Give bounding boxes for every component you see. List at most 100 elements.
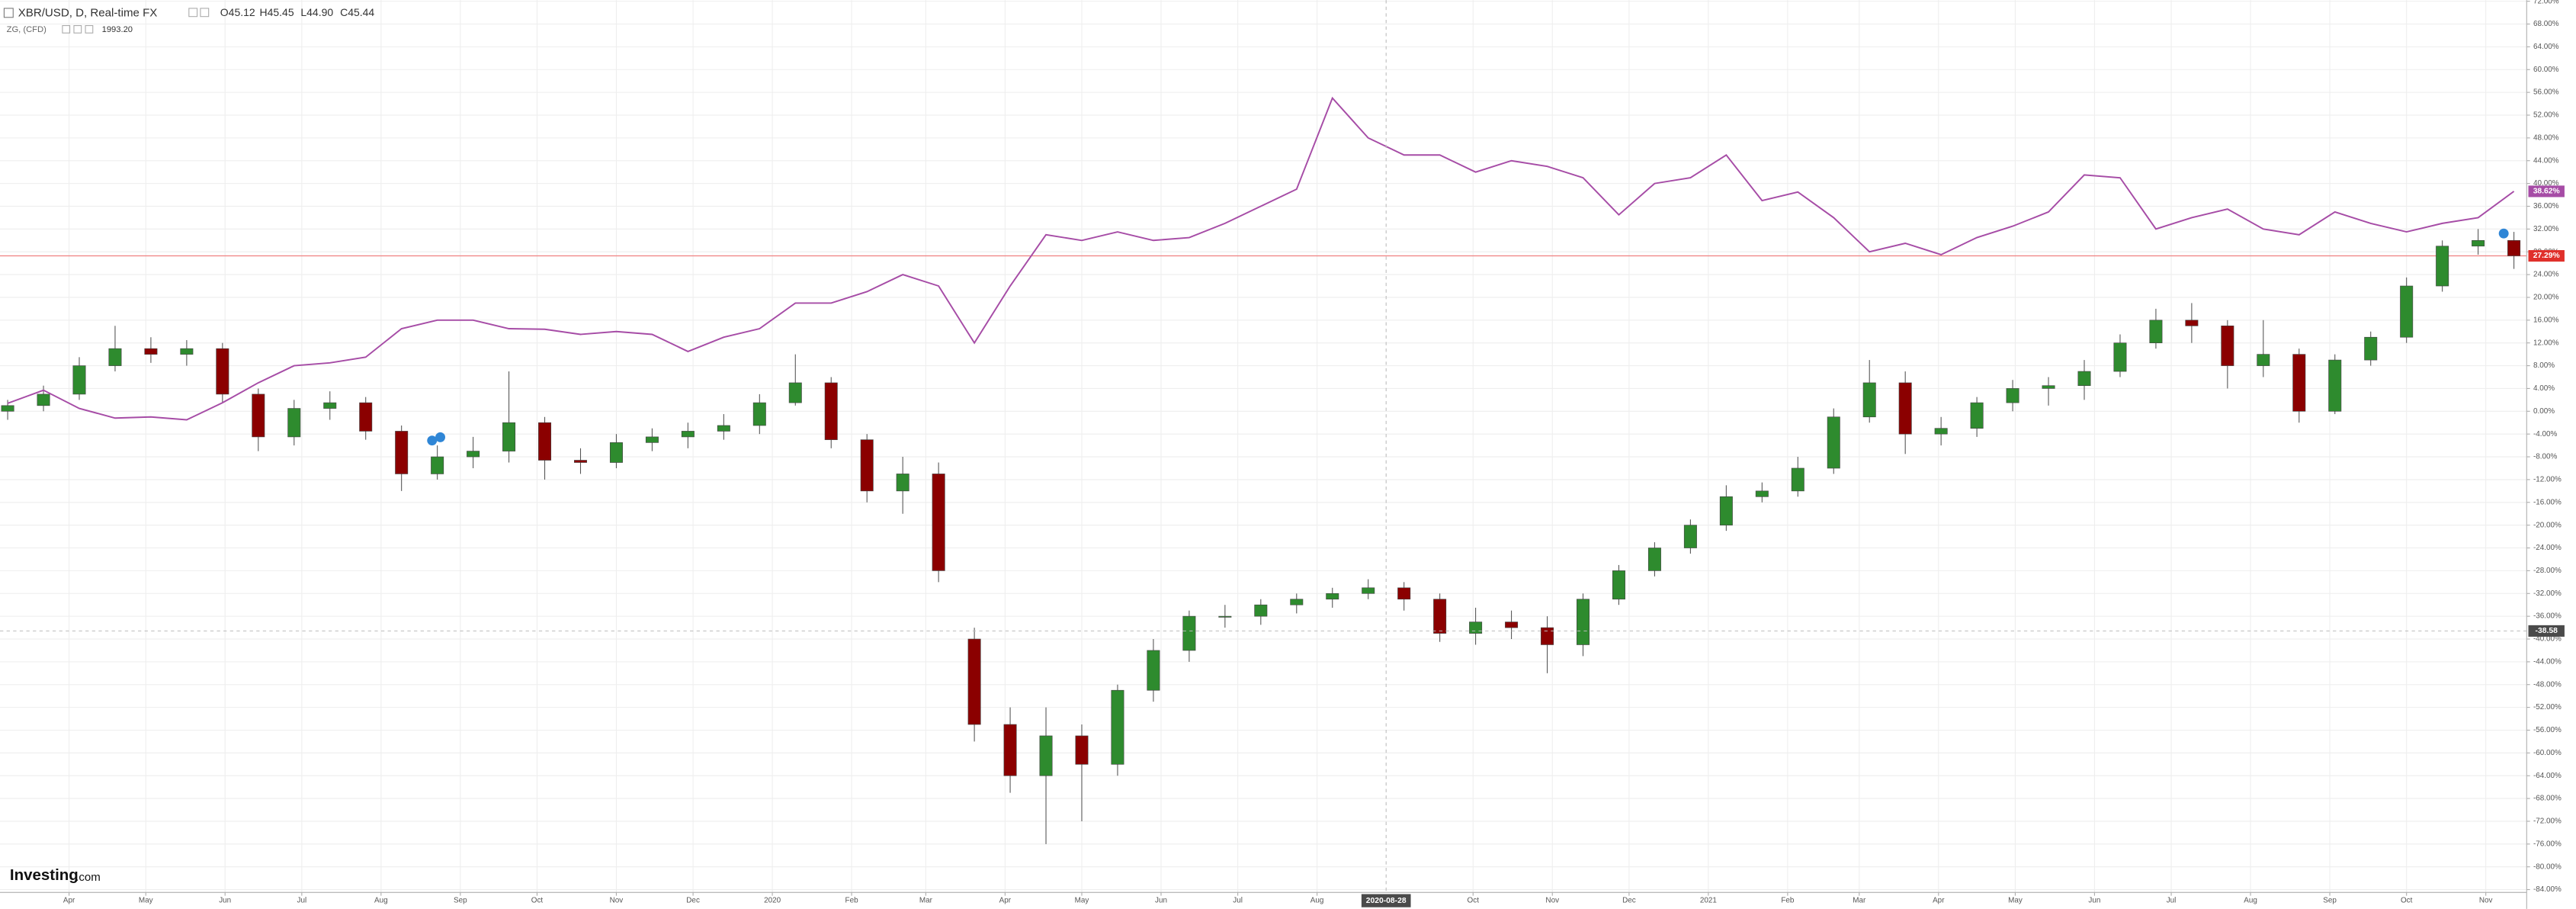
candle-body bbox=[645, 436, 659, 443]
candle-body bbox=[2185, 320, 2199, 326]
y-tick-label: -36.00% bbox=[2533, 612, 2562, 621]
icon[interactable] bbox=[73, 25, 82, 34]
y-tick-label: -68.00% bbox=[2533, 795, 2562, 803]
candle-body bbox=[1182, 615, 1196, 651]
candle-body bbox=[1397, 587, 1411, 600]
candle-body bbox=[1254, 604, 1268, 617]
candle-body bbox=[1469, 622, 1483, 634]
x-tick-label: Nov bbox=[1545, 897, 1559, 905]
candle-body bbox=[431, 456, 444, 474]
x-tick-label: Feb bbox=[1781, 897, 1795, 905]
icon[interactable] bbox=[62, 25, 71, 34]
candle-body bbox=[2328, 359, 2342, 412]
candle-body bbox=[2507, 239, 2521, 256]
candle-body bbox=[2006, 388, 2019, 403]
close-value: C45.44 bbox=[340, 6, 374, 18]
candle-body bbox=[2221, 325, 2234, 366]
candle-body bbox=[967, 638, 981, 725]
high-value: H45.45 bbox=[259, 6, 294, 18]
x-tick-label: Nov bbox=[610, 897, 624, 905]
candle-body bbox=[287, 408, 301, 438]
event-marker[interactable] bbox=[2498, 228, 2509, 239]
candle-body bbox=[2400, 285, 2414, 338]
event-marker[interactable] bbox=[427, 435, 438, 446]
y-tick-label: -40.00% bbox=[2533, 635, 2562, 644]
candle-body bbox=[1862, 382, 1876, 418]
candle-body bbox=[1362, 587, 1375, 594]
candle-body bbox=[467, 451, 480, 458]
x-tick-label: Jun bbox=[2088, 897, 2100, 905]
x-tick-label: Nov bbox=[2479, 897, 2493, 905]
candle-body bbox=[1505, 622, 1519, 628]
y-tick-label: -80.00% bbox=[2533, 862, 2562, 871]
x-tick-label: Jul bbox=[297, 897, 307, 905]
x-tick-label: Jun bbox=[219, 897, 231, 905]
candle-body bbox=[1827, 416, 1840, 469]
y-tick-label: -4.00% bbox=[2533, 430, 2558, 438]
y-tick-label: -44.00% bbox=[2533, 657, 2562, 666]
candle-body bbox=[1647, 548, 1661, 571]
x-tick-label: May bbox=[1075, 897, 1089, 905]
x-tick-label: Jun bbox=[1155, 897, 1167, 905]
candle-body bbox=[1075, 735, 1089, 765]
candle-body bbox=[2042, 385, 2055, 389]
x-tick-label: Apr bbox=[999, 897, 1012, 905]
candle-body bbox=[932, 474, 945, 571]
icon[interactable] bbox=[188, 8, 198, 18]
y-tick-label: 40.00% bbox=[2533, 179, 2559, 188]
crosshair-date-bg bbox=[1361, 894, 1411, 907]
x-tick-label: Apr bbox=[63, 897, 75, 905]
overlay-last-tag: 38.62% bbox=[2533, 188, 2560, 196]
candle-body bbox=[72, 365, 86, 395]
x-tick-label: 2020 bbox=[764, 897, 781, 905]
crosshair-value-bg bbox=[2528, 625, 2565, 637]
x-tick-label: Oct bbox=[1468, 897, 1480, 905]
y-tick-label: 68.00% bbox=[2533, 20, 2559, 28]
x-tick-label: Sep bbox=[2323, 897, 2337, 905]
y-tick-label: -84.00% bbox=[2533, 885, 2562, 894]
overlay-name: ZG, (CFD) bbox=[7, 25, 47, 34]
candle-body bbox=[1683, 525, 1697, 548]
candle-body bbox=[788, 382, 802, 403]
y-tick-label: -24.00% bbox=[2533, 544, 2562, 552]
y-tick-label: -72.00% bbox=[2533, 817, 2562, 826]
candle-body bbox=[609, 442, 623, 463]
logo: Investing bbox=[10, 866, 79, 884]
overlay-price: 1993.20 bbox=[102, 25, 133, 34]
candle-body bbox=[1, 405, 14, 412]
y-tick-label: 48.00% bbox=[2533, 133, 2559, 142]
x-tick-label: Sep bbox=[454, 897, 467, 905]
y-tick-label: -56.00% bbox=[2533, 726, 2562, 734]
collapse-icon[interactable] bbox=[3, 8, 14, 18]
icon[interactable] bbox=[85, 25, 94, 34]
x-tick-label: Dec bbox=[686, 897, 700, 905]
y-tick-label: 72.00% bbox=[2533, 0, 2559, 5]
candle-body bbox=[1111, 689, 1124, 765]
candle-body bbox=[752, 402, 766, 426]
y-tick-label: 36.00% bbox=[2533, 202, 2559, 210]
icon[interactable] bbox=[200, 8, 210, 18]
crosshair-date: 2020-08-28 bbox=[1366, 897, 1407, 905]
candle-body bbox=[1290, 599, 1304, 605]
x-tick-label: Jul bbox=[2167, 897, 2177, 905]
x-tick-label: Mar bbox=[1853, 897, 1866, 905]
candle-body bbox=[502, 422, 516, 451]
candle-body bbox=[1898, 382, 1912, 435]
candle-body bbox=[252, 393, 265, 438]
candle-body bbox=[2257, 354, 2270, 366]
x-tick-label: Aug bbox=[2244, 897, 2257, 905]
x-tick-label: May bbox=[139, 897, 153, 905]
last-price-tag: 27.29% bbox=[2533, 252, 2560, 260]
x-tick-label: Dec bbox=[1622, 897, 1636, 905]
y-tick-label: -76.00% bbox=[2533, 840, 2562, 848]
chart-title: XBR/USD, D, Real-time FX bbox=[18, 6, 158, 19]
event-marker[interactable] bbox=[435, 432, 445, 442]
y-tick-label: -20.00% bbox=[2533, 521, 2562, 529]
y-tick-label: 52.00% bbox=[2533, 111, 2559, 120]
y-tick-label: 20.00% bbox=[2533, 294, 2559, 302]
overlay-last-tag-bg bbox=[2528, 185, 2565, 198]
candle-body bbox=[216, 348, 229, 395]
candle-body bbox=[681, 431, 695, 438]
candle-body bbox=[108, 348, 122, 366]
